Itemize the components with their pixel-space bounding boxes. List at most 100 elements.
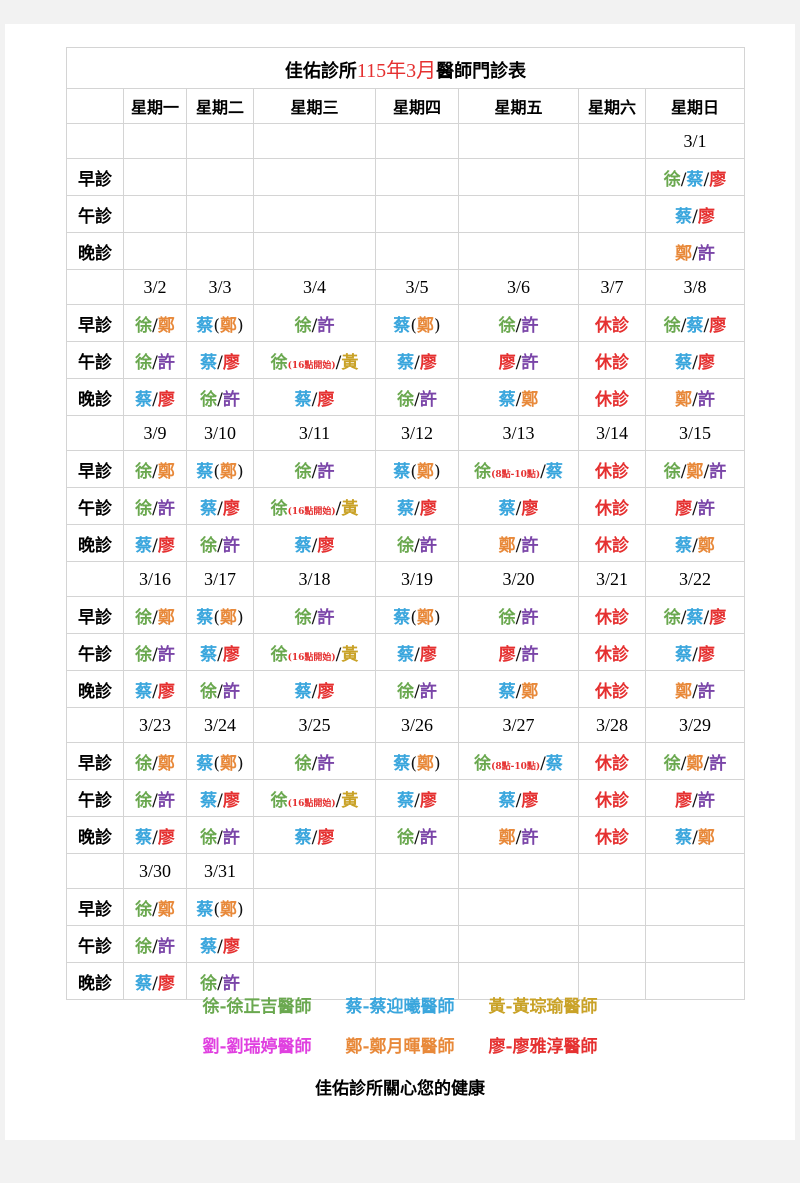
doctor-code: 蔡 xyxy=(498,790,516,811)
schedule-cell: 廖/許 xyxy=(644,487,746,525)
doctor-code: 徐 xyxy=(135,607,153,628)
schedule-cell: 鄭/許 xyxy=(644,670,746,708)
doctor-code: 徐 xyxy=(200,827,218,848)
time-note: (16點開始) xyxy=(287,652,336,663)
schedule-cell: 徐/鄭 xyxy=(123,450,187,488)
schedule-cell: 徐/許 xyxy=(375,524,459,562)
doctor-code: 蔡 xyxy=(196,315,214,336)
separator: / xyxy=(152,535,158,556)
title-row: 佳佑診所115年3月醫師門診表 xyxy=(65,47,746,89)
schedule-cell: 徐/許 xyxy=(253,596,376,634)
schedule-cell: 蔡/鄭 xyxy=(458,378,579,416)
schedule-cell xyxy=(123,158,187,196)
doctor-code: 徐 xyxy=(397,827,415,848)
separator: / xyxy=(152,899,158,920)
date-cell: 3/30 xyxy=(123,853,187,889)
slot-label: 晚診 xyxy=(66,524,124,562)
separator: / xyxy=(152,315,158,336)
slot-label: 午診 xyxy=(66,779,124,817)
doctor-code: 許 xyxy=(419,389,437,410)
date-cell xyxy=(458,123,579,159)
doctor-code: 蔡 xyxy=(545,753,563,774)
doctor-code: 徐 xyxy=(135,644,153,665)
date-blank xyxy=(66,415,124,451)
doctor-code: 鄭 xyxy=(697,827,715,848)
date-cell: 3/28 xyxy=(578,707,646,743)
doctor-code: 鄭 xyxy=(157,753,175,774)
date-cell: 3/21 xyxy=(578,561,646,597)
separator: / xyxy=(152,827,158,848)
slot-label: 午診 xyxy=(66,925,124,963)
doctor-code: 許 xyxy=(521,827,539,848)
closed-label: 休診 xyxy=(595,535,629,556)
doctor-code: 黃 xyxy=(341,498,359,519)
schedule-cell: 休診 xyxy=(578,378,646,416)
date-cell: 3/7 xyxy=(578,269,646,305)
schedule-cell xyxy=(578,925,646,963)
date-cell: 3/23 xyxy=(123,707,187,743)
separator: / xyxy=(311,827,318,848)
slot-row: 早診 徐/鄭 蔡(鄭) 徐/許 蔡(鄭) 徐/許 休診 徐/蔡/廖 xyxy=(66,304,746,342)
closed-label: 休診 xyxy=(595,498,629,519)
legend-huang: 黃-黃琮瑜醫師 xyxy=(488,997,598,1017)
doctor-code: 鄭 xyxy=(157,607,175,628)
date-row: 3/16 3/17 3/18 3/19 3/20 3/21 3/22 xyxy=(66,561,746,597)
date-cell: 3/17 xyxy=(186,561,254,597)
schedule-cell: 鄭/許 xyxy=(458,816,579,854)
doctor-code: 廖 xyxy=(157,973,175,994)
schedule-cell: 徐/鄭 xyxy=(123,888,187,926)
schedule-cell: 蔡(鄭) xyxy=(186,596,254,634)
doctor-code: 許 xyxy=(157,644,175,665)
schedule-cell: 徐/許 xyxy=(186,670,254,708)
date-cell: 3/16 xyxy=(123,561,187,597)
schedule-cell: 徐/許 xyxy=(253,742,376,780)
separator: / xyxy=(152,607,158,628)
separator: / xyxy=(311,753,318,774)
schedule-cell: 徐/鄭 xyxy=(123,304,187,342)
schedule-cell: 徐/鄭/許 xyxy=(644,742,746,780)
doctor-code: 廖 xyxy=(697,206,715,227)
separator: / xyxy=(680,753,687,774)
separator: / xyxy=(152,790,158,811)
schedule-cell: 徐/許 xyxy=(253,450,376,488)
separator: / xyxy=(217,352,223,373)
doctor-code: 鄭 xyxy=(417,753,434,774)
separator: / xyxy=(335,790,342,811)
schedule-cell: 蔡(鄭) xyxy=(375,596,459,634)
schedule-cell: 蔡/廖 xyxy=(644,195,746,233)
separator: ) xyxy=(434,461,441,482)
separator: / xyxy=(414,644,420,665)
separator: / xyxy=(152,681,158,702)
legend-xu: 徐-徐正吉醫師 xyxy=(202,997,312,1017)
schedule-cell: 休診 xyxy=(578,450,646,488)
separator: ) xyxy=(237,607,244,628)
separator: / xyxy=(692,498,698,519)
schedule-cell: 徐/許 xyxy=(186,378,254,416)
doctor-code: 徐 xyxy=(663,461,681,482)
legend-zheng: 鄭-鄭月暉醫師 xyxy=(345,1037,455,1057)
doctor-code: 廖 xyxy=(697,644,715,665)
doctor-code: 蔡 xyxy=(675,352,693,373)
schedule-cell: 徐/許 xyxy=(186,816,254,854)
separator: / xyxy=(217,389,223,410)
separator: ( xyxy=(213,461,220,482)
date-blank xyxy=(66,707,124,743)
doctor-code: 徐 xyxy=(200,535,218,556)
slot-row: 晚診 蔡/廖 徐/許 xyxy=(66,962,746,1000)
separator: ) xyxy=(434,315,441,336)
doctor-code: 廖 xyxy=(222,352,240,373)
separator: / xyxy=(414,681,420,702)
slot-row: 晚診 蔡/廖 徐/許 蔡/廖 徐/許 鄭/許 休診 蔡/鄭 xyxy=(66,524,746,562)
doctor-code: 許 xyxy=(157,352,175,373)
doctor-code: 許 xyxy=(419,827,437,848)
doctor-code: 蔡 xyxy=(498,389,516,410)
slot-label: 早診 xyxy=(66,304,124,342)
doctor-code: 蔡 xyxy=(294,389,312,410)
schedule-cell xyxy=(578,195,646,233)
doctor-code: 蔡 xyxy=(196,753,214,774)
separator: / xyxy=(311,607,318,628)
schedule-cell: 蔡(鄭) xyxy=(186,304,254,342)
closed-label: 休診 xyxy=(595,352,629,373)
separator: / xyxy=(217,790,223,811)
separator: / xyxy=(515,827,522,848)
